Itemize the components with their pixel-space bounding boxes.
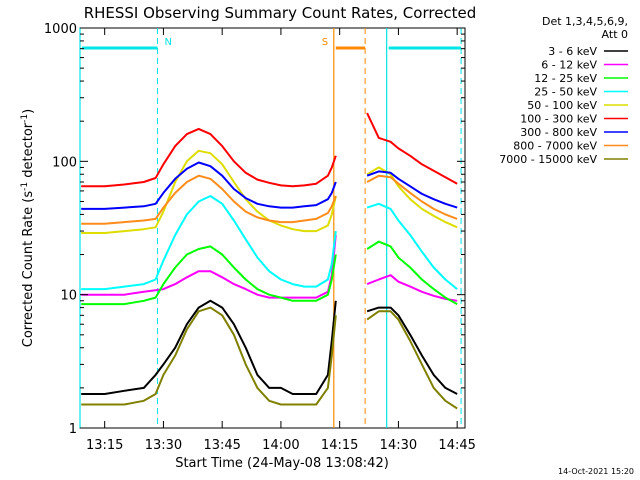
series-line-2-0 bbox=[81, 245, 337, 306]
segment-flag-0: N bbox=[165, 37, 172, 48]
x-tick-label-1: 13:30 bbox=[145, 438, 182, 453]
y-axis-label-exp2: -1 bbox=[20, 114, 30, 123]
segment-flag-1: S bbox=[322, 37, 328, 48]
x-tick-label-0: 13:15 bbox=[86, 438, 123, 453]
x-tick-label-5: 14:30 bbox=[380, 438, 417, 453]
y-axis-label: Corrected Count Rate (s-1 detector-1) bbox=[20, 109, 36, 347]
series-line-7-0 bbox=[81, 174, 337, 225]
series-line-6-0 bbox=[81, 161, 337, 210]
series-line-5-1 bbox=[366, 112, 458, 185]
y-tick-label-2: 100 bbox=[52, 155, 77, 170]
legend-label-7: 800 - 7000 keV bbox=[513, 140, 597, 153]
series-line-6-1 bbox=[366, 170, 458, 209]
series-line-3-1 bbox=[366, 202, 458, 290]
chart-title: RHESSI Observing Summary Count Rates, Co… bbox=[84, 4, 477, 22]
y-tick-label-1: 10 bbox=[60, 289, 77, 304]
series-line-2-1 bbox=[366, 240, 458, 305]
series-line-5-0 bbox=[81, 127, 337, 188]
series-line-1-0 bbox=[81, 234, 337, 299]
footer-date: 14-Oct-2021 15:20 bbox=[558, 467, 634, 476]
y-axis-label-exp1: -1 bbox=[20, 182, 30, 191]
series-line-0-1 bbox=[366, 306, 458, 395]
legend-label-6: 300 - 800 keV bbox=[520, 126, 597, 139]
x-tick-label-4: 14:15 bbox=[321, 438, 358, 453]
x-tick-label-2: 13:45 bbox=[203, 438, 240, 453]
y-tick-label-0: 1 bbox=[69, 422, 77, 437]
plot-frame bbox=[79, 27, 466, 429]
series-layer bbox=[81, 112, 458, 410]
axis-ticks: 13:15 13:30 13:45 14:00 14:15 14:30 14:45 1 10 10… bbox=[44, 22, 476, 453]
series-line-0-0 bbox=[81, 299, 337, 395]
legend-label-4: 50 - 100 keV bbox=[527, 99, 597, 112]
x-tick-label-6: 14:45 bbox=[438, 438, 475, 453]
series-line-1-1 bbox=[366, 274, 458, 302]
y-axis-label-pre: Corrected Count Rate (s bbox=[21, 191, 36, 348]
series-line-7-1 bbox=[366, 174, 458, 220]
y-axis-label-post: ) bbox=[21, 109, 36, 114]
detectors-line-2: Att 0 bbox=[602, 28, 628, 41]
series-line-3-0 bbox=[81, 195, 337, 291]
y-axis-label-mid: detector bbox=[21, 122, 36, 182]
legend-label-3: 25 - 50 keV bbox=[534, 86, 597, 99]
series-line-8-0 bbox=[81, 306, 337, 406]
legend-label-5: 100 - 300 keV bbox=[520, 113, 597, 126]
legend-label-8: 7000 - 15000 keV bbox=[499, 153, 597, 166]
series-line-8-1 bbox=[366, 310, 458, 410]
detectors-line-1: Det 1,3,4,5,6,9, bbox=[542, 15, 628, 28]
x-tick-label-3: 14:00 bbox=[262, 438, 299, 453]
x-axis-label: Start Time (24-May-08 13:08:42) bbox=[175, 456, 389, 471]
legend-label-1: 6 - 12 keV bbox=[541, 59, 597, 72]
series-line-4-0 bbox=[81, 149, 337, 234]
series-line-4-1 bbox=[366, 166, 458, 229]
y-tick-label-3: 1000 bbox=[44, 22, 77, 37]
legend-label-0: 3 - 6 keV bbox=[548, 45, 597, 58]
legend-label-2: 12 - 25 keV bbox=[534, 72, 597, 85]
